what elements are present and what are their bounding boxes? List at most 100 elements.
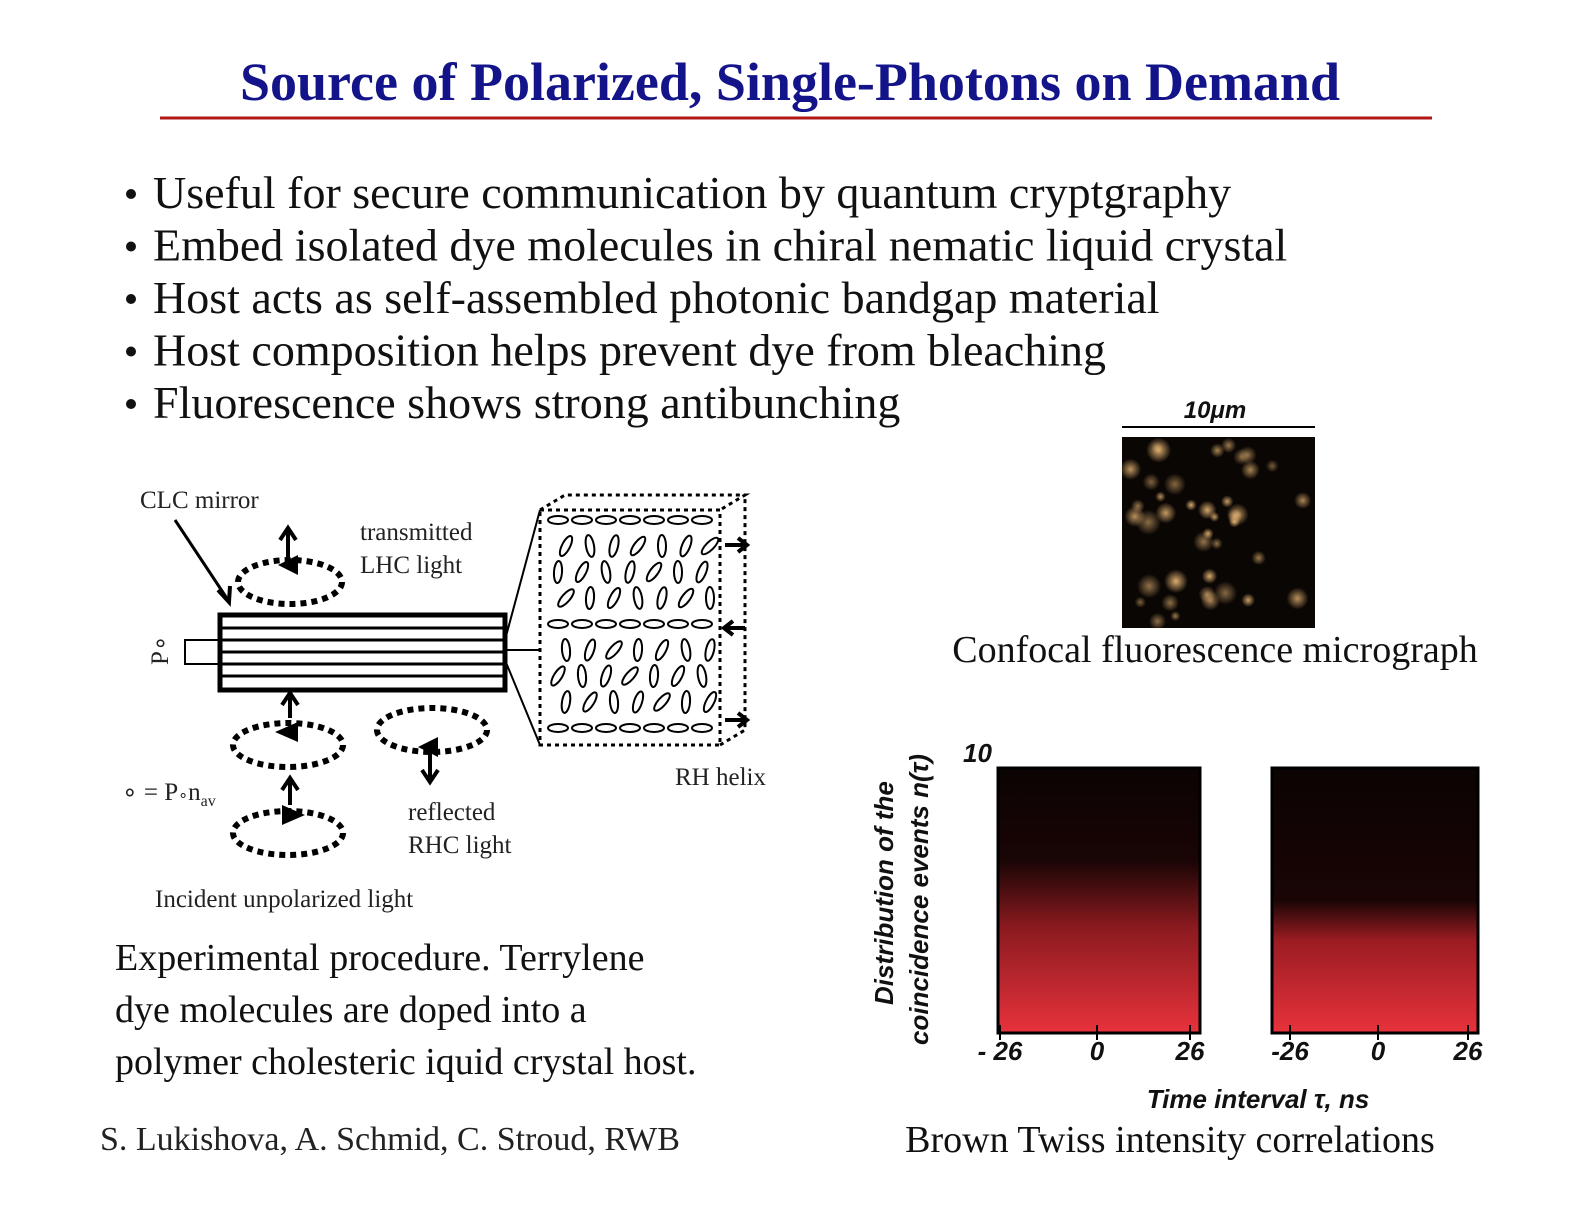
y-label: Distribution of the — [869, 781, 899, 1005]
molecule — [619, 515, 641, 525]
molecule — [558, 535, 574, 557]
molecule — [599, 664, 613, 688]
molecule — [643, 515, 665, 525]
arrows — [173, 519, 751, 805]
molecule — [691, 515, 713, 525]
spot — [1185, 499, 1197, 511]
y-tick: 10 — [963, 738, 992, 768]
molecule — [583, 638, 597, 662]
spot — [1210, 443, 1225, 458]
molecule — [656, 586, 668, 610]
molecule — [595, 515, 617, 525]
molecule — [695, 560, 709, 584]
mirror-layers — [220, 626, 505, 678]
caption: Brown Twiss intensity correlations — [905, 1119, 1435, 1161]
spot — [1151, 442, 1163, 454]
molecule — [595, 619, 617, 629]
title: Source of Polarized, Single-Photons on D… — [240, 52, 1340, 112]
molecule — [621, 666, 639, 686]
molecule — [571, 723, 593, 733]
spot — [1164, 569, 1188, 594]
molecule — [547, 619, 569, 629]
molecule — [582, 691, 598, 713]
molecules — [547, 515, 720, 733]
spot — [1220, 495, 1234, 508]
arrow-heads — [275, 555, 438, 825]
bracket — [184, 639, 220, 665]
spot — [1213, 581, 1238, 605]
molecule — [574, 561, 590, 583]
x-tick: 0 — [1090, 1036, 1105, 1066]
molecule — [680, 690, 692, 714]
spot — [1197, 500, 1217, 520]
spot — [1241, 593, 1255, 607]
bullet-text: Embed isolated dye molecules in chiral n… — [153, 220, 1287, 271]
spot — [1286, 587, 1309, 610]
bullet-text: Host composition helps prevent dye from … — [153, 325, 1106, 376]
molecule — [552, 560, 564, 584]
helix-box — [538, 493, 751, 747]
spot — [1294, 491, 1312, 509]
label: transmitted — [360, 519, 473, 546]
spot — [1142, 473, 1160, 491]
caption: Confocal fluorescence micrograph — [952, 629, 1477, 671]
molecule — [624, 560, 636, 584]
molecule — [702, 691, 718, 713]
molecule — [606, 587, 622, 609]
molecule — [677, 587, 695, 609]
bullet-dot — [126, 294, 136, 304]
label: Incident unpolarized light — [155, 886, 413, 913]
molecule — [696, 664, 708, 688]
caption-line: Experimental procedure. Terrylene — [115, 937, 644, 979]
x-tick: -26 — [1271, 1036, 1309, 1066]
molecule — [654, 639, 670, 661]
molecule — [608, 690, 620, 714]
bullet-text: Useful for secure communication by quant… — [153, 167, 1231, 218]
label: P∘ — [147, 635, 174, 665]
label: RHC light — [408, 832, 512, 859]
molecule — [645, 561, 663, 583]
x-tick: 26 — [1175, 1036, 1205, 1066]
molecule — [560, 690, 572, 714]
diagram — [173, 493, 751, 858]
molecule — [648, 664, 660, 688]
molecule — [653, 692, 671, 712]
plot — [996, 766, 1202, 1035]
spot — [1148, 612, 1167, 630]
spot — [1221, 437, 1237, 453]
molecule — [576, 664, 588, 688]
bullet-list: Useful for secure communication by quant… — [126, 167, 1287, 428]
molecule — [619, 723, 641, 733]
molecule — [629, 535, 647, 557]
molecule — [672, 560, 684, 584]
molecule — [632, 638, 644, 662]
molecule — [584, 586, 596, 610]
label: CLC mirror — [140, 487, 259, 514]
molecule — [547, 723, 569, 733]
molecule — [667, 619, 689, 629]
molecule — [656, 534, 668, 558]
molecule — [632, 586, 644, 610]
eq-part: ∘ = P — [122, 779, 178, 806]
spot — [1131, 499, 1145, 513]
spot — [1134, 596, 1146, 608]
spot — [1119, 458, 1142, 480]
bullet-dot — [126, 189, 136, 199]
x-label: Time interval τ, ns — [1147, 1084, 1370, 1114]
y-label: coincidence events n(τ) — [904, 754, 934, 1045]
molecule — [557, 588, 575, 608]
molecule — [643, 619, 665, 629]
x-tick: 0 — [1371, 1036, 1386, 1066]
molecule — [608, 534, 620, 558]
spot — [1170, 610, 1181, 622]
scale-label: 10μm — [1184, 397, 1247, 424]
label: RH helix — [675, 764, 766, 791]
molecule — [619, 619, 641, 629]
spot — [1136, 573, 1162, 599]
x-tick: - 26 — [978, 1036, 1023, 1066]
spot — [1193, 531, 1214, 553]
authors: S. Lukishova, A. Schmid, C. Stroud, RWB — [100, 1121, 680, 1158]
molecule — [704, 638, 716, 662]
micrograph-spots — [1119, 437, 1312, 630]
